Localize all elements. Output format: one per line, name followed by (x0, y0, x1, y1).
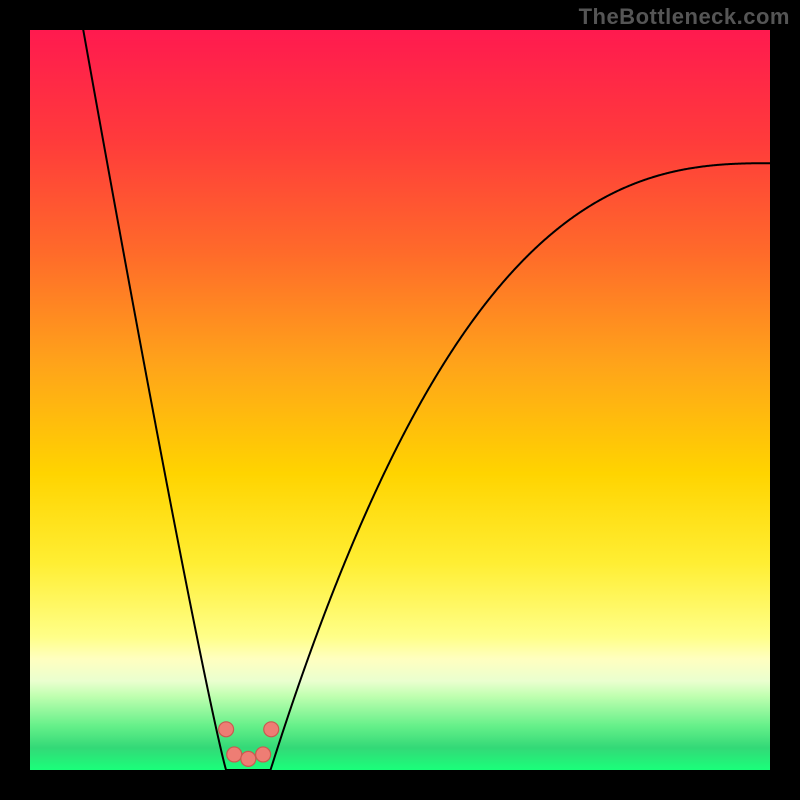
notch-marker (241, 751, 256, 766)
notch-marker (264, 722, 279, 737)
chart-container: TheBottleneck.com (0, 0, 800, 800)
watermark-text: TheBottleneck.com (579, 4, 790, 30)
notch-marker (227, 747, 242, 762)
notch-marker (219, 722, 234, 737)
chart-svg (0, 0, 800, 800)
notch-marker (256, 747, 271, 762)
plot-background (30, 30, 770, 770)
